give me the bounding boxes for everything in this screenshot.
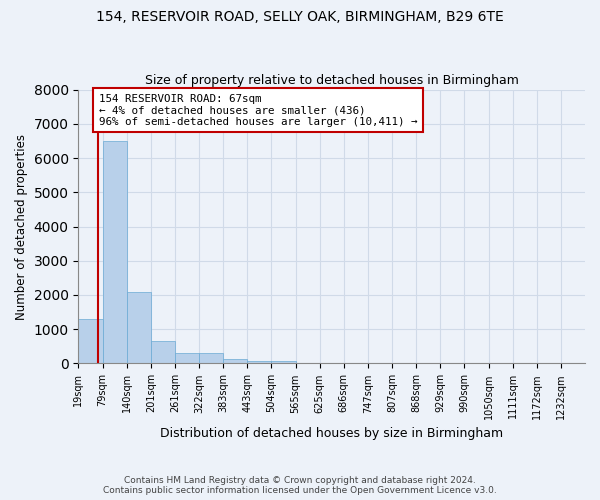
Text: Contains HM Land Registry data © Crown copyright and database right 2024.
Contai: Contains HM Land Registry data © Crown c… — [103, 476, 497, 495]
Text: 154, RESERVOIR ROAD, SELLY OAK, BIRMINGHAM, B29 6TE: 154, RESERVOIR ROAD, SELLY OAK, BIRMINGH… — [96, 10, 504, 24]
Bar — [103, 141, 127, 364]
X-axis label: Distribution of detached houses by size in Birmingham: Distribution of detached houses by size … — [160, 427, 503, 440]
Text: 154 RESERVOIR ROAD: 67sqm
← 4% of detached houses are smaller (436)
96% of semi-: 154 RESERVOIR ROAD: 67sqm ← 4% of detach… — [99, 94, 418, 127]
Bar — [127, 292, 151, 364]
Bar — [247, 360, 271, 364]
Bar — [175, 353, 199, 364]
Bar — [79, 319, 103, 364]
Y-axis label: Number of detached properties: Number of detached properties — [15, 134, 28, 320]
Bar — [223, 360, 247, 364]
Bar — [271, 362, 296, 364]
Bar — [199, 354, 223, 364]
Bar — [151, 341, 175, 363]
Title: Size of property relative to detached houses in Birmingham: Size of property relative to detached ho… — [145, 74, 518, 87]
